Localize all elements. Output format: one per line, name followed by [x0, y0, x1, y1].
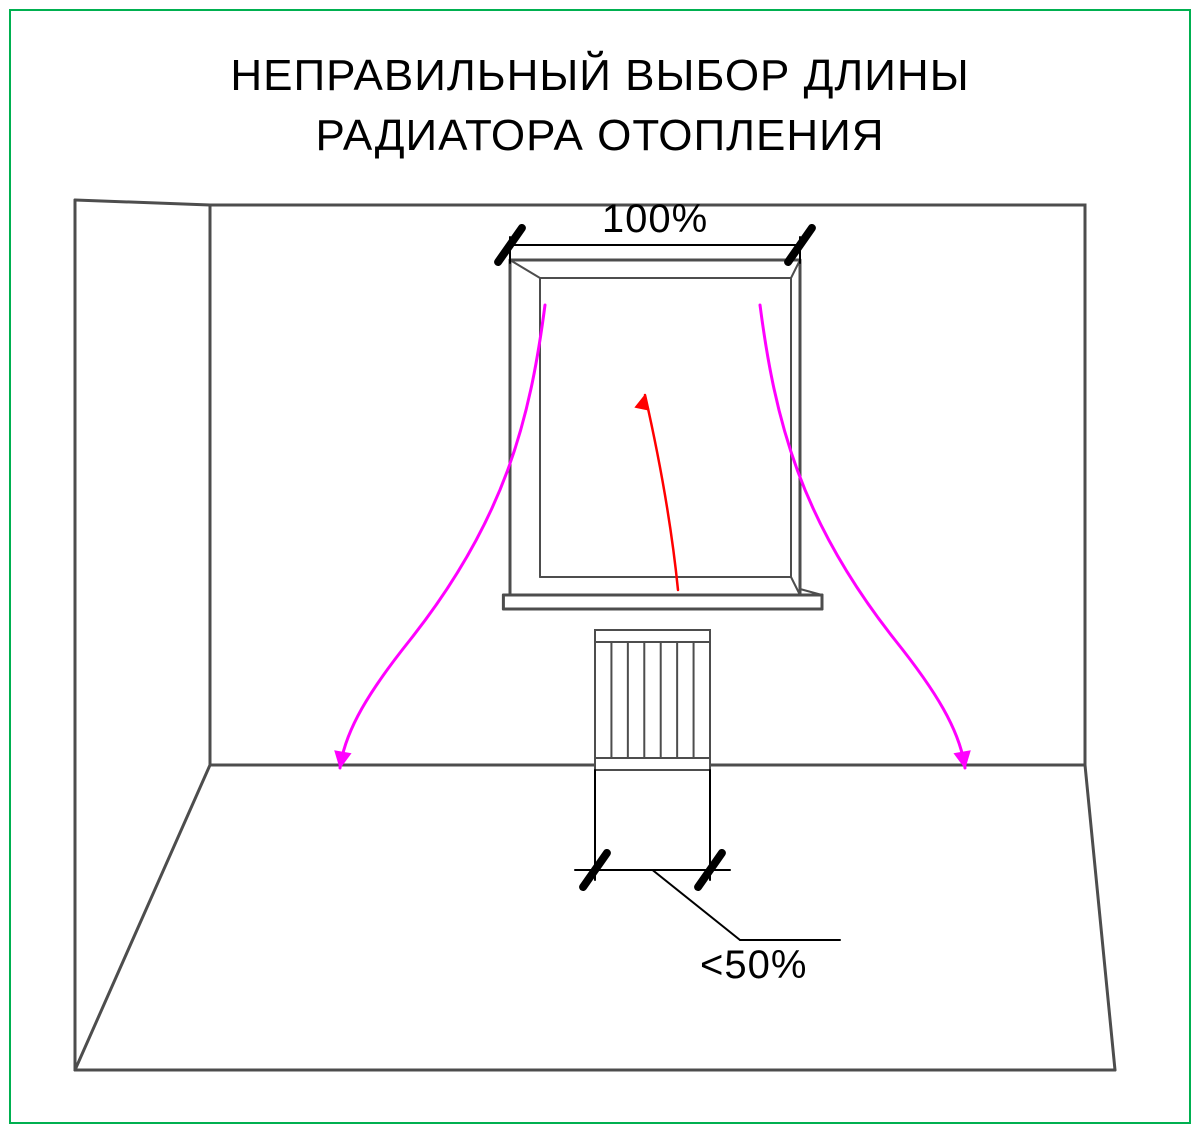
hot-flow: [645, 395, 678, 590]
diagram-canvas: НЕПРАВИЛЬНЫЙ ВЫБОР ДЛИНЫ РАДИАТОРА ОТОПЛЕ…: [0, 0, 1200, 1133]
title-line-1: НЕПРАВИЛЬНЫЙ ВЫБОР ДЛИНЫ: [230, 49, 969, 100]
room-floor-right-edge: [1085, 765, 1115, 1070]
title-line-2: РАДИАТОРА ОТОПЛЕНИЯ: [315, 111, 884, 160]
dim-bot-label: <50%: [700, 943, 807, 987]
room-left-top-edge: [75, 200, 210, 205]
window-reveal-tl: [510, 260, 540, 278]
room-floor-left-edge: [75, 765, 210, 1070]
cold-flow-left: [340, 305, 545, 768]
dim-bot-leader: [653, 870, 741, 940]
hot-flow-arrow: [635, 395, 649, 410]
dim-top-label: 100%: [602, 197, 708, 241]
radiator-header-top: [595, 630, 710, 642]
page-border: [10, 10, 1190, 1123]
radiator-header-bottom: [595, 758, 710, 770]
